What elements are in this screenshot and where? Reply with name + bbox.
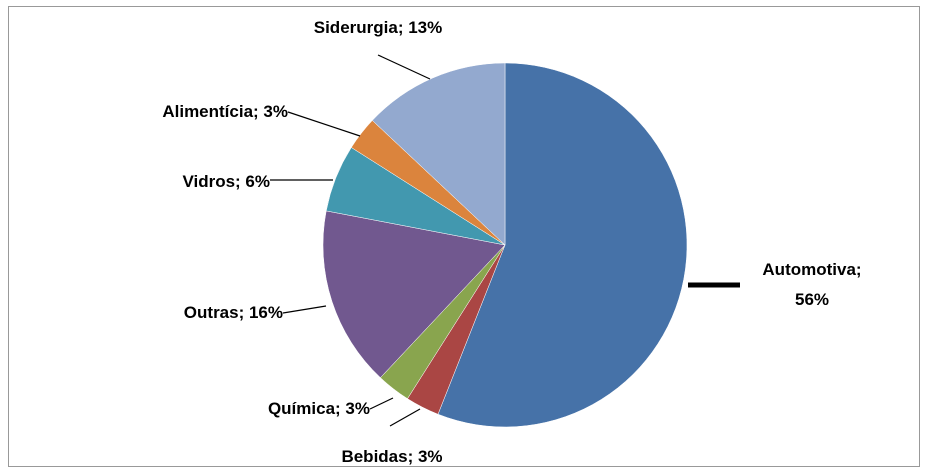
data-label: Outras; 16% — [183, 303, 283, 322]
data-label: Química; 3% — [267, 399, 370, 418]
leader-line — [287, 111, 361, 137]
leader-line — [369, 397, 394, 410]
data-label: Siderurgia; 13% — [313, 18, 443, 37]
leader-line — [377, 54, 431, 80]
pie-slice — [437, 62, 688, 428]
pie-slice — [371, 62, 506, 246]
leader-line — [282, 305, 327, 314]
leader-line — [389, 408, 421, 427]
data-label: Bebidas; 3% — [341, 447, 443, 466]
data-label: Vidros; 6% — [182, 172, 270, 191]
data-label: Alimentícia; 3% — [162, 102, 288, 121]
data-label: Automotiva; 56% — [762, 260, 862, 309]
pie-slice — [322, 210, 506, 379]
